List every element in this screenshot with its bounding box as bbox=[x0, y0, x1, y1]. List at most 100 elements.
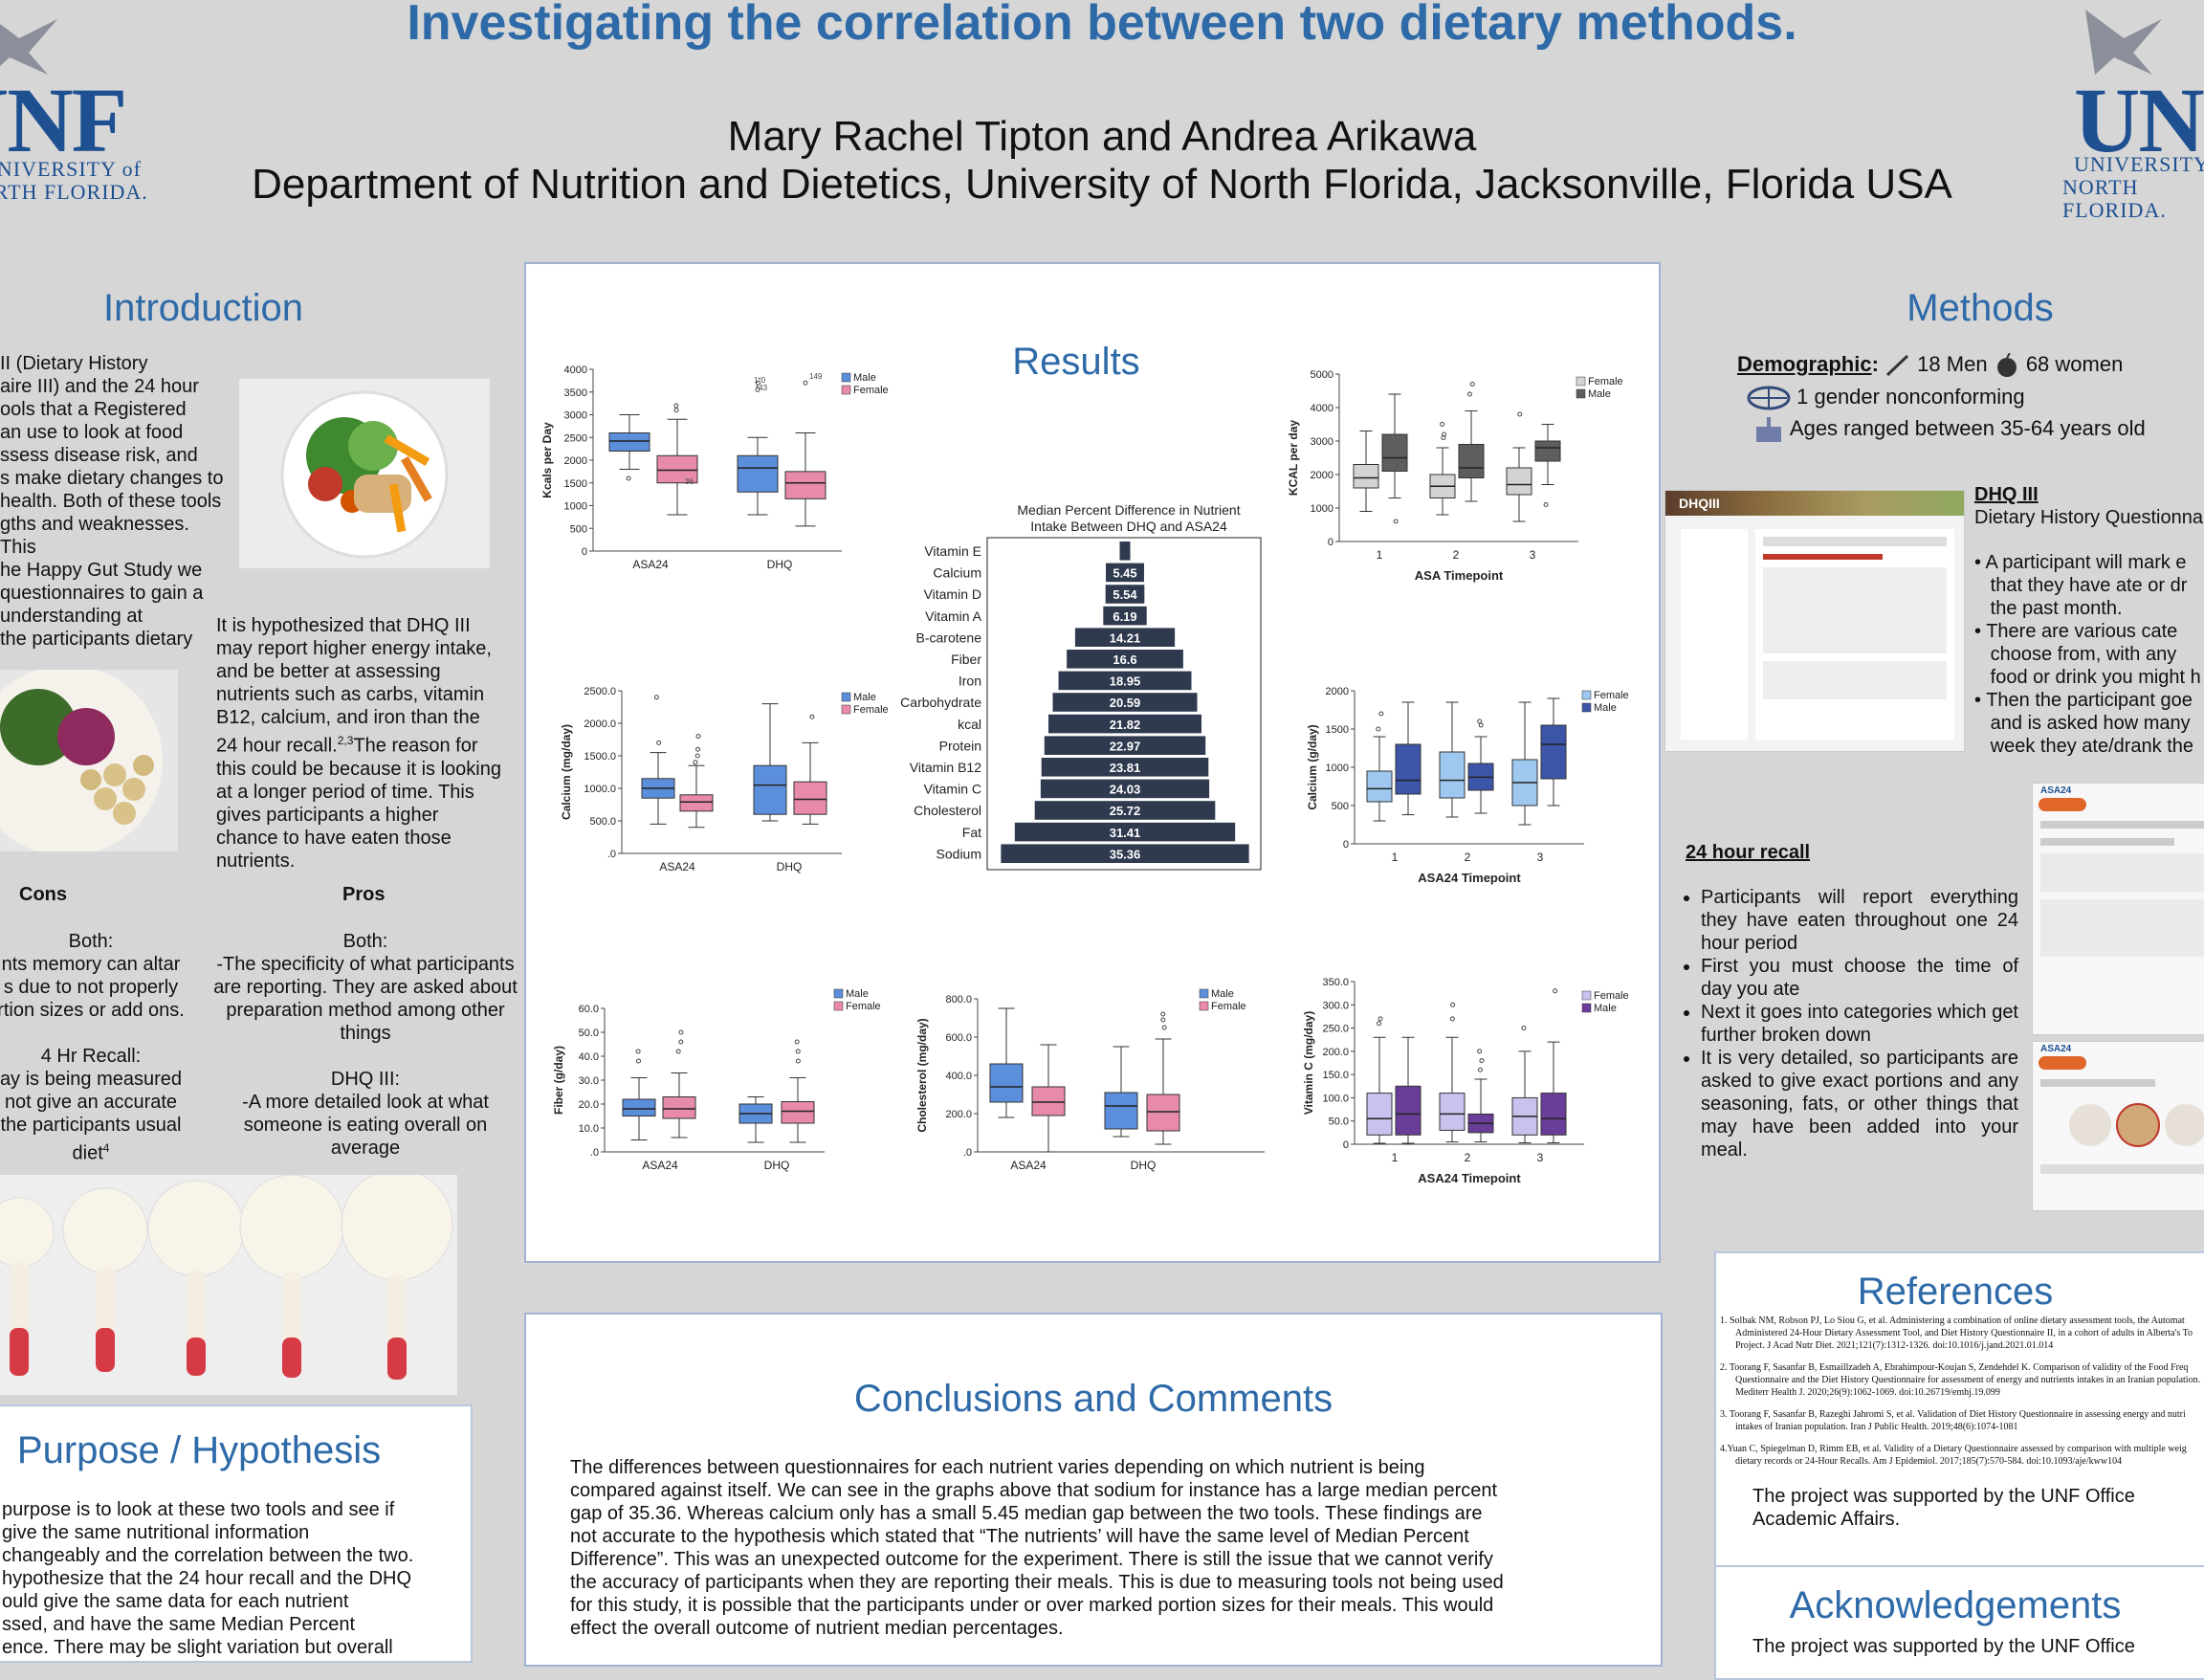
x-category-label: DHQ bbox=[1131, 1159, 1157, 1172]
pros-line: things bbox=[203, 1022, 528, 1045]
intro-heading: Introduction bbox=[0, 287, 407, 330]
outlier-point bbox=[1161, 1018, 1165, 1022]
box bbox=[623, 1099, 655, 1116]
y-tick-label: 200.0 bbox=[1322, 1047, 1349, 1058]
category-label: Iron bbox=[959, 674, 981, 689]
cons-line bbox=[0, 1022, 201, 1045]
category-label: Vitamin A bbox=[925, 608, 982, 624]
legend-swatch bbox=[842, 693, 850, 701]
pros-line: Both: bbox=[203, 930, 528, 953]
pros-line bbox=[203, 1045, 528, 1068]
pros-line: -A more detailed look at what bbox=[203, 1091, 528, 1114]
y-tick-label: 0 bbox=[1343, 839, 1349, 851]
y-tick-label: 250.0 bbox=[1322, 1024, 1349, 1035]
category-label: Vitamin D bbox=[924, 586, 981, 602]
intro-line: s make dietary changes to bbox=[0, 467, 230, 490]
box bbox=[1367, 771, 1392, 802]
box bbox=[990, 1064, 1023, 1102]
box bbox=[663, 1097, 695, 1119]
x-axis-label: ASA24 Timepoint bbox=[1418, 1171, 1521, 1185]
osprey-icon bbox=[0, 0, 57, 77]
outlier-point bbox=[1377, 727, 1380, 731]
outlier-point bbox=[636, 1050, 640, 1053]
dhq-bullet-line: food or drink you might h bbox=[1974, 666, 2204, 689]
category-label: Calcium bbox=[933, 565, 981, 581]
category-label: B-carotene bbox=[916, 630, 982, 645]
y-tick-label: 2000 bbox=[1311, 470, 1333, 481]
box bbox=[680, 795, 713, 811]
y-tick-label: 5000 bbox=[1311, 369, 1333, 381]
value-label: 5.54 bbox=[1113, 587, 1137, 602]
cons-line: nts memory can altar bbox=[0, 953, 201, 976]
purpose-line: ence. There may be slight variation but … bbox=[2, 1636, 434, 1659]
references-panel: References 1. Solbak NM, Robson PJ, Lo S… bbox=[1714, 1251, 2204, 1592]
outlier-point bbox=[1480, 1059, 1484, 1063]
intro-line: an use to look at food bbox=[0, 421, 230, 444]
x-category-label: 3 bbox=[1537, 1151, 1544, 1164]
category-label: Cholesterol bbox=[914, 803, 981, 818]
legend-label: Female bbox=[1594, 990, 1629, 1002]
box bbox=[738, 455, 778, 492]
outlier-point bbox=[810, 715, 814, 718]
y-tick-label: 2000 bbox=[1326, 686, 1349, 697]
cake-icon bbox=[1752, 415, 1785, 444]
outlier-point bbox=[695, 754, 699, 758]
references-list: 1. Solbak NM, Robson PJ, Lo Siou G, et a… bbox=[1720, 1315, 2204, 1477]
outlier-point bbox=[694, 761, 697, 764]
value-label: 20.59 bbox=[1110, 696, 1141, 710]
y-tick-label: 60.0 bbox=[579, 1004, 599, 1015]
purpose-line: purpose is to look at these two tools an… bbox=[2, 1498, 434, 1521]
box bbox=[1032, 1087, 1065, 1116]
recall-bullet: Participants will report everything they… bbox=[1701, 886, 2018, 955]
intro-line: ssess disease risk, and bbox=[0, 444, 230, 467]
y-tick-label: 500 bbox=[1332, 801, 1349, 812]
category-label: Sodium bbox=[937, 846, 981, 861]
outlier-point bbox=[795, 1040, 799, 1044]
y-tick-label: 2500.0 bbox=[584, 686, 616, 697]
cons-line: s due to not properly bbox=[0, 976, 201, 999]
category-label: kcal bbox=[958, 717, 981, 732]
value-label: 14.21 bbox=[1110, 630, 1141, 645]
intro-line: aire III) and the 24 hour bbox=[0, 375, 230, 398]
legend-label: Male bbox=[846, 988, 869, 1000]
x-category-label: 2 bbox=[1453, 548, 1460, 562]
category-label: Vitamin B12 bbox=[910, 760, 981, 775]
box bbox=[1440, 752, 1465, 798]
cons-heading: Cons bbox=[19, 884, 67, 906]
purpose-line: changeably and the correlation between t… bbox=[2, 1544, 434, 1567]
x-category-label: ASA24 bbox=[642, 1159, 678, 1172]
outlier-point bbox=[627, 476, 630, 480]
y-axis-label: Calcium (g/day) bbox=[1306, 724, 1319, 809]
category-label: Protein bbox=[939, 738, 981, 753]
intro-line: health. Both of these tools bbox=[0, 490, 230, 513]
legend-label: Female bbox=[1594, 690, 1629, 701]
department: Department of Nutrition and Dietetics, U… bbox=[0, 161, 2204, 209]
box bbox=[785, 472, 826, 499]
outlier-point bbox=[1478, 1050, 1482, 1053]
legend-swatch bbox=[834, 989, 843, 998]
outlier-label: *43 bbox=[756, 384, 768, 392]
dhq-bullet-line: • A participant will mark e bbox=[1974, 551, 2204, 574]
y-tick-label: 350.0 bbox=[1322, 977, 1349, 988]
recall-bullet: Next it goes into categories which get f… bbox=[1701, 1001, 2018, 1047]
portion-images bbox=[2033, 1096, 2204, 1154]
demographic-line: Demographic: 18 Men 68 women bbox=[1737, 352, 2123, 378]
conclusions-panel: Conclusions and Comments The differences… bbox=[524, 1313, 1663, 1667]
intro-line: gths and weaknesses. This bbox=[0, 513, 230, 559]
pros-line: preparation method among other bbox=[203, 999, 528, 1022]
y-tick-label: 400.0 bbox=[945, 1071, 972, 1082]
measuring-cups-photo bbox=[0, 1175, 457, 1395]
cons-line: the participants usual bbox=[0, 1114, 201, 1137]
outlier-label: 36 bbox=[685, 477, 694, 486]
y-axis-label: Vitamin C (mg/day) bbox=[1302, 1011, 1315, 1115]
x-category-label: ASA24 bbox=[659, 860, 695, 873]
recall-bullet: It is very detailed, so participants are… bbox=[1701, 1047, 2018, 1161]
value-label: 25.72 bbox=[1110, 804, 1141, 818]
y-tick-label: 1000 bbox=[1311, 503, 1333, 515]
dhq-bullet-line: and is asked how many bbox=[1974, 712, 2204, 735]
outlier-label: 149 bbox=[809, 372, 823, 381]
reference-item: 2. Toorang F, Sasanfar B, Esmaillzadeh A… bbox=[1720, 1361, 2204, 1399]
box bbox=[1396, 1086, 1421, 1135]
y-tick-label: .0 bbox=[963, 1147, 972, 1159]
outlier-point bbox=[1394, 519, 1398, 523]
